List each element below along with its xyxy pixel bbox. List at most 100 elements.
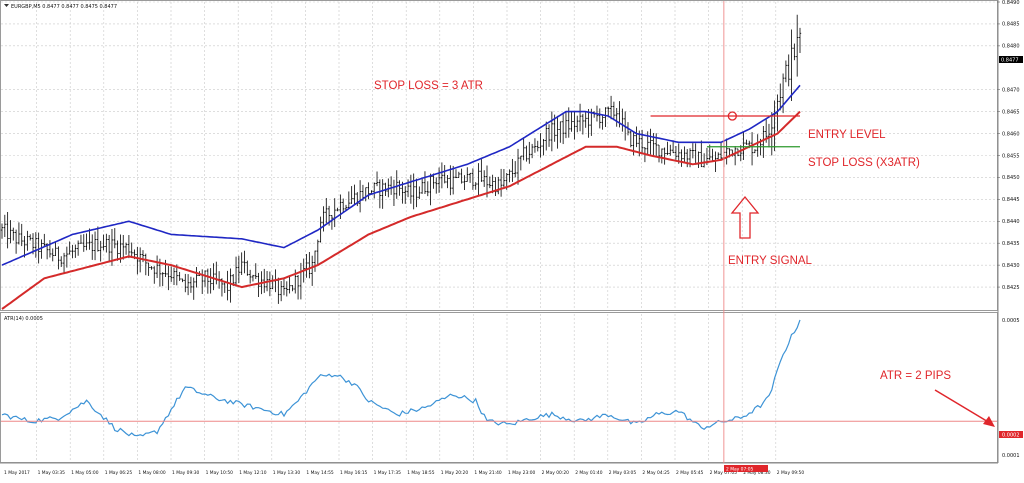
ohlc-bar: [680, 149, 683, 167]
ohlc-bar: [91, 234, 94, 260]
ohlc-bar: [62, 252, 66, 275]
ohlc-bar: [316, 239, 320, 265]
x-tick-label: 1 May 14:55: [306, 470, 334, 476]
ohlc-bar: [34, 232, 38, 258]
ohlc-bar: [254, 263, 257, 279]
ohlc-bar: [155, 255, 159, 279]
atr-line: [1, 319, 801, 437]
ohlc-bar: [525, 145, 528, 162]
ohlc-bar: [404, 186, 407, 204]
ohlc-bar: [51, 248, 54, 262]
ohlc-bar: [686, 149, 689, 168]
atr-note-arrow-head-icon: [983, 416, 995, 427]
ohlc-bar: [793, 43, 796, 61]
ohlc-bar: [57, 246, 60, 270]
ohlc-bar: [795, 14, 799, 77]
x-tick-label: 1 May 23:00: [508, 470, 536, 476]
x-tick-label: 2 May 05:45: [676, 470, 704, 476]
ohlc-bar: [497, 176, 500, 195]
tick-labels: 1 May 2017 1 May 03:35 1 May 05:00 1 May 06…: [4, 0, 1020, 476]
ohlc-bar: [37, 232, 40, 264]
entry-level-label: ENTRY LEVEL: [808, 129, 886, 141]
ohlc-bar: [669, 144, 672, 156]
ohlc-bar: [99, 240, 102, 262]
x-tick-label: 1 May 13:30: [273, 470, 301, 476]
ohlc-bar: [288, 275, 291, 294]
ohlc-bar: [93, 231, 97, 261]
ohlc-bar: [347, 191, 351, 209]
ohlc-bar: [350, 186, 353, 204]
ohlc-bar: [440, 162, 444, 189]
collapse-triangle-icon[interactable]: [4, 4, 9, 7]
y-tick-label: 0.8465: [1002, 109, 1020, 115]
entry-signal-up-arrow-icon: [730, 195, 760, 239]
ohlc-bar: [587, 108, 590, 138]
ohlc-bar: [522, 137, 525, 161]
x-tick-label: 2 May 00:20: [542, 470, 570, 476]
ohlc-bar: [251, 274, 255, 282]
atr-level-badge: 0.0002: [999, 431, 1023, 439]
ohlc-bar: [482, 170, 486, 187]
ohlc-bar: [776, 94, 779, 132]
ohlc-bar: [564, 111, 568, 139]
x-tick-label: 1 May 03:35: [38, 470, 66, 476]
ohlc-bar: [138, 247, 142, 273]
ohlc-bar: [584, 111, 587, 128]
price-panel-header: EURGBP,M5 0.8477 0.8477 0.8475 0.8477: [4, 4, 117, 10]
ohlc-bar: [257, 272, 260, 297]
ohlc-bar: [124, 242, 128, 255]
ohlc-bar: [612, 101, 616, 121]
x-tick-label: 1 May 21:40: [474, 470, 502, 476]
ohlc-bar: [40, 239, 43, 259]
y-tick-label: 0.8480: [1002, 44, 1020, 50]
ohlc-bar: [150, 266, 153, 270]
ohlc-bar: [285, 281, 288, 297]
ohlc-bar: [609, 95, 613, 120]
ohlc-bar: [248, 269, 252, 284]
marked-time-value: 2 May 07:05: [726, 467, 754, 473]
ohlc-bar: [494, 177, 497, 197]
ohlc-bar: [745, 139, 748, 145]
ohlc-bar: [381, 179, 384, 209]
ohlc-bar: [65, 246, 69, 268]
ohlc-bar: [17, 222, 21, 245]
x-tick-label: 1 May 2017: [4, 470, 30, 476]
ohlc-bar: [798, 27, 802, 53]
ohlc-bar: [184, 273, 187, 293]
stop-loss-note: STOP LOSS = 3 ATR: [374, 80, 483, 92]
ohlc-bar: [488, 176, 492, 189]
ohlc-bar: [107, 234, 111, 262]
ohlc-bar: [375, 171, 379, 187]
atr-note-arrow-shaft: [934, 389, 991, 424]
ohlc-bar: [310, 255, 314, 286]
ohlc-bar: [409, 174, 413, 204]
ohlc-bar: [279, 281, 283, 302]
ohlc-bar: [657, 144, 661, 163]
ohlc-bar: [468, 172, 472, 183]
y-tick-label: 0.8490: [1002, 0, 1020, 6]
x-tick-label: 2 May 03:05: [609, 470, 637, 476]
ohlc-bar: [313, 250, 317, 272]
ohlc-bar: [443, 165, 446, 184]
atr-panel-label: ATR(14) 0.0005: [4, 316, 43, 322]
ohlc-bar: [153, 266, 156, 284]
y-tick-label: 0.8450: [1002, 175, 1020, 181]
ohlc-bar: [615, 107, 618, 127]
ohlc-bar: [319, 216, 322, 243]
ohlc-bar: [598, 108, 601, 129]
ohlc-bar: [420, 178, 424, 194]
ohlc-bar: [542, 138, 545, 156]
ohlc-bar: [122, 234, 125, 260]
ohlc-bar: [477, 163, 480, 197]
ohlc-bar: [96, 226, 100, 252]
ohlc-bar: [629, 130, 633, 148]
ohlc-bar: [341, 198, 345, 213]
ohlc-bar: [739, 145, 742, 162]
x-tick-label: 1 May 16:15: [340, 470, 368, 476]
ohlc-bar: [246, 260, 249, 276]
current-price-value: 0.8477: [1001, 58, 1019, 64]
ohlc-bar: [466, 167, 469, 183]
ohlc-bar: [164, 259, 167, 278]
ohlc-bar: [460, 168, 463, 184]
ohlc-bar: [169, 266, 173, 282]
